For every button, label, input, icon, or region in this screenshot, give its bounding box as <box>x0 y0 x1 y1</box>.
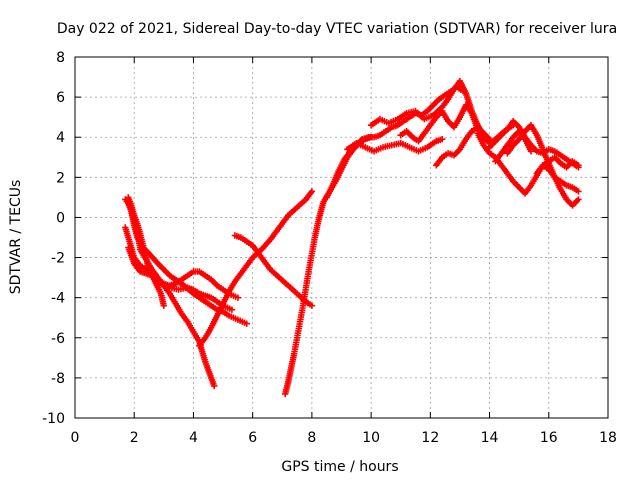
x-tick-label: 8 <box>307 430 316 446</box>
x-axis-label: GPS time / hours <box>281 459 398 475</box>
series-arc-18 <box>533 154 582 177</box>
series-arc-19 <box>492 128 535 165</box>
series-arc-1 <box>122 196 250 327</box>
series-markers <box>282 134 375 398</box>
x-tick-label: 18 <box>599 430 617 446</box>
y-tick-label: 2 <box>56 170 65 186</box>
series-arc-14 <box>433 124 493 169</box>
y-tick-label: 8 <box>56 50 65 66</box>
x-tick-label: 4 <box>189 430 198 446</box>
x-tick-label: 12 <box>421 430 439 446</box>
series-arc-11 <box>344 136 446 155</box>
series-markers <box>122 196 250 327</box>
y-axis-label: SDTVAR / TECUs <box>8 180 24 295</box>
y-tick-label: 0 <box>56 210 65 226</box>
x-tick-label: 10 <box>362 430 380 446</box>
y-tick-label: -10 <box>42 411 65 427</box>
chart-title: Day 022 of 2021, Sidereal Day-to-day VTE… <box>57 21 617 37</box>
series-arc-7 <box>196 188 316 349</box>
y-tick-label: 4 <box>56 130 65 146</box>
series-markers <box>344 136 446 155</box>
x-tick-label: 0 <box>71 430 80 446</box>
x-tick-label: 2 <box>130 430 139 446</box>
series-markers <box>196 188 316 349</box>
series-markers <box>136 246 218 390</box>
y-tick-label: -6 <box>51 331 65 347</box>
y-tick-label: -4 <box>51 291 65 307</box>
x-tick-label: 16 <box>540 430 558 446</box>
series-arc-9 <box>282 134 375 398</box>
y-tick-label: -8 <box>51 371 65 387</box>
series-markers <box>504 122 582 209</box>
series-arc-6 <box>136 246 218 390</box>
data-series-group <box>122 77 582 398</box>
y-tick-label: 6 <box>56 90 65 106</box>
series-markers <box>492 128 535 165</box>
x-tick-label: 14 <box>481 430 499 446</box>
series-arc-17 <box>504 122 582 209</box>
x-tick-label: 6 <box>248 430 257 446</box>
plot-frame <box>74 56 609 419</box>
series-markers <box>433 124 493 169</box>
y-tick-label: -2 <box>51 251 65 267</box>
grid <box>75 57 608 418</box>
series-markers <box>533 154 582 177</box>
axes: 0 2 4 6 8 10 12 14 16 18 -10 -8 -6 -4 -2 0 2 4 6 8 <box>42 50 617 446</box>
